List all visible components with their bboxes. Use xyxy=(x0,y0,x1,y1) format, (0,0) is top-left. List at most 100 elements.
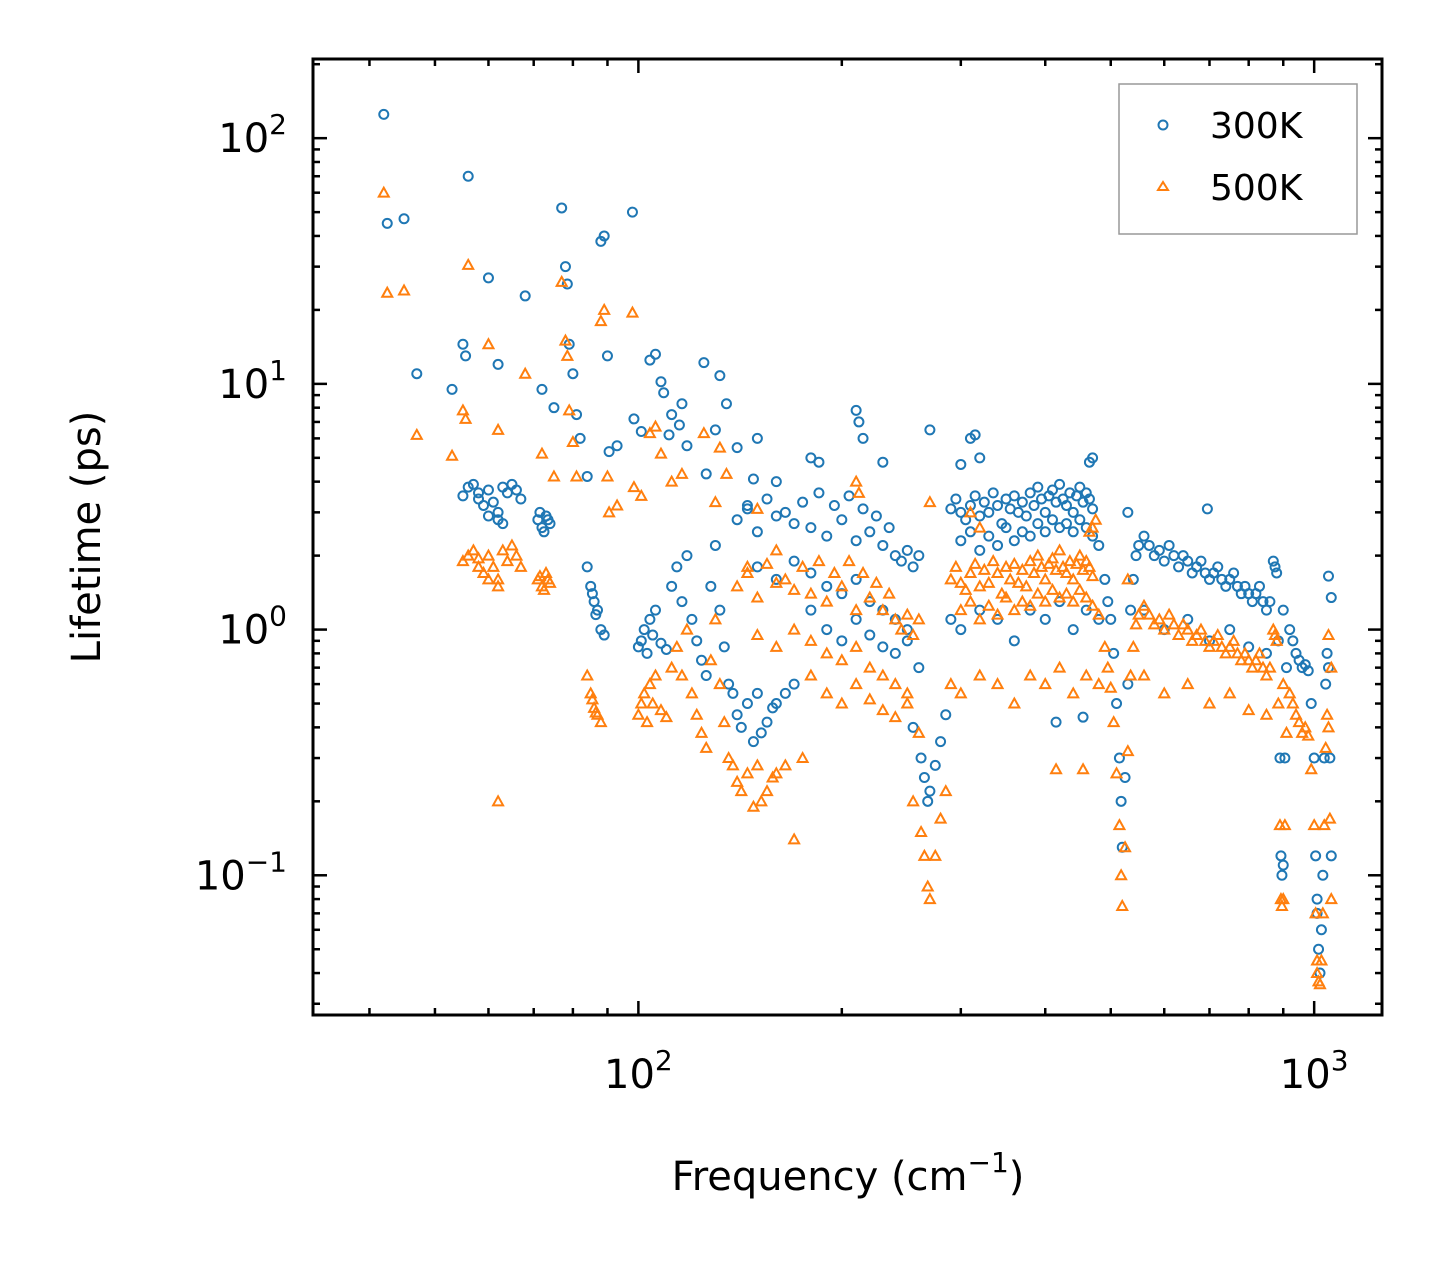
point-300k-291 xyxy=(1287,635,1299,647)
point-300k-269 xyxy=(1228,567,1240,579)
point-500k-313 xyxy=(1066,686,1080,699)
legend-label-300k: 300K xyxy=(1210,106,1304,147)
point-500k-169 xyxy=(973,579,987,592)
point-300k-180 xyxy=(950,493,962,505)
point-300k-235 xyxy=(1099,573,1111,585)
point-300k-19 xyxy=(574,432,586,444)
point-500k-2 xyxy=(397,283,411,296)
point-500k-47 xyxy=(1076,762,1090,775)
point-300k-146 xyxy=(828,499,840,511)
point-300k-181 xyxy=(955,506,967,518)
point-500k-12 xyxy=(547,469,561,482)
point-500k-290 xyxy=(1317,818,1331,831)
point-500k-205 xyxy=(990,607,1005,620)
point-500k-19 xyxy=(594,314,608,327)
point-300k-69 xyxy=(457,490,469,502)
point-500k-171 xyxy=(982,575,996,588)
point-500k-219 xyxy=(1092,607,1106,620)
point-500k-240 xyxy=(1167,617,1181,630)
point-500k-160 xyxy=(928,848,942,861)
x-axis-label: Frequency (cm−1) xyxy=(672,1146,1025,1200)
point-500k-275 xyxy=(1282,686,1297,699)
point-300k-303 xyxy=(1315,924,1327,936)
point-500k-16 xyxy=(562,403,576,416)
y-tick-label: 10−1 xyxy=(195,845,287,899)
point-500k-226 xyxy=(1114,868,1128,881)
point-500k-246 xyxy=(1194,622,1208,635)
point-500k-264 xyxy=(1263,660,1277,673)
point-500k-111 xyxy=(750,758,765,771)
point-300k-218 xyxy=(974,544,986,556)
point-300k-33 xyxy=(663,429,675,441)
point-500k-118 xyxy=(795,750,810,764)
point-500k-316 xyxy=(1137,668,1151,681)
point-300k-285 xyxy=(1275,850,1287,862)
point-300k-117 xyxy=(700,670,712,682)
point-300k-55 xyxy=(955,458,967,470)
point-300k-222 xyxy=(1008,535,1020,547)
point-500k-143 xyxy=(912,612,926,625)
point-500k-317 xyxy=(1157,686,1171,699)
point-500k-31 xyxy=(675,466,689,479)
point-500k-137 xyxy=(876,603,890,616)
point-500k-94 xyxy=(670,639,684,652)
point-300k-21 xyxy=(595,235,607,247)
point-500k-200 xyxy=(1088,512,1103,525)
point-500k-176 xyxy=(1003,572,1017,585)
point-300k-250 xyxy=(1143,539,1155,551)
point-300k-67 xyxy=(1322,570,1334,582)
point-300k-94 xyxy=(585,580,597,592)
point-500k-117 xyxy=(787,832,801,845)
point-300k-30 xyxy=(649,348,661,360)
point-300k-29 xyxy=(644,354,656,366)
point-500k-75 xyxy=(537,582,551,595)
point-300k-301 xyxy=(1313,943,1325,955)
point-500k-161 xyxy=(933,811,948,824)
point-300k-68 xyxy=(1325,592,1337,604)
point-500k-207 xyxy=(1007,603,1022,616)
point-300k-177 xyxy=(935,736,947,748)
point-300k-156 xyxy=(895,555,907,567)
point-300k-15 xyxy=(561,278,573,290)
point-500k-119 xyxy=(730,579,744,592)
point-500k-32 xyxy=(697,426,711,439)
point-300k-165 xyxy=(836,588,848,600)
point-500k-107 xyxy=(730,774,744,787)
point-300k-335 xyxy=(1224,624,1236,636)
point-300k-11 xyxy=(536,383,548,395)
point-500k-315 xyxy=(1092,677,1106,690)
point-500k-125 xyxy=(787,582,801,595)
point-500k-227 xyxy=(1115,898,1129,911)
point-300k-320 xyxy=(945,613,957,625)
series-300k xyxy=(378,108,1337,979)
point-500k-18 xyxy=(569,469,584,482)
point-300k-10 xyxy=(519,290,531,302)
point-300k-265 xyxy=(1212,561,1224,573)
point-300k-137 xyxy=(751,526,763,538)
point-300k-134 xyxy=(788,678,800,690)
point-300k-40 xyxy=(709,424,721,436)
point-500k-237 xyxy=(1152,612,1167,625)
point-500k-6 xyxy=(458,411,473,424)
point-300k-92 xyxy=(542,514,554,526)
point-500k-123 xyxy=(769,575,784,588)
point-500k-183 xyxy=(1031,548,1045,561)
point-300k-124 xyxy=(731,709,743,721)
point-500k-300 xyxy=(863,692,877,705)
point-300k-126 xyxy=(741,698,753,710)
point-500k-140 xyxy=(894,622,909,635)
point-300k-295 xyxy=(1299,659,1311,671)
point-300k-132 xyxy=(770,698,782,710)
point-300k-172 xyxy=(915,752,927,764)
point-300k-91 xyxy=(538,526,550,538)
point-500k-120 xyxy=(740,565,755,578)
point-500k-124 xyxy=(778,572,793,585)
point-500k-206 xyxy=(999,590,1013,603)
point-500k-30 xyxy=(664,474,679,487)
point-300k-120 xyxy=(714,604,726,616)
point-500k-37 xyxy=(750,501,765,514)
point-500k-13 xyxy=(554,274,569,287)
point-300k-234 xyxy=(1093,539,1105,551)
point-300k-121 xyxy=(718,641,730,653)
point-500k-301 xyxy=(876,703,890,716)
